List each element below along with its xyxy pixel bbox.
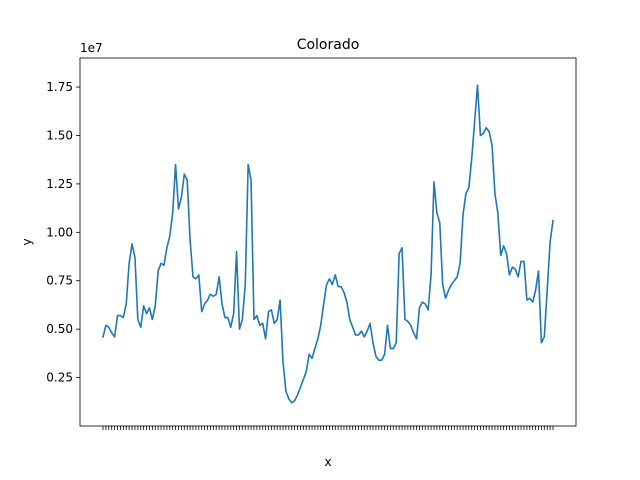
y-axis-ticks: 0.25 0.50 0.75 1.00 1.25 1.50 1.75: [46, 80, 80, 385]
y-tick-label: 0.50: [46, 322, 73, 336]
x-axis-label: x: [324, 455, 331, 469]
y-tick-label: 1.00: [46, 225, 73, 239]
chart-title: Colorado: [297, 37, 360, 53]
y-tick-label: 1.75: [46, 80, 73, 94]
plot-frame: [79, 57, 577, 427]
y-tick-label: 0.75: [46, 274, 73, 288]
y-tick-label: 1.25: [46, 177, 73, 191]
y-tick-label: 0.25: [46, 371, 73, 385]
y-axis-label: y: [20, 238, 34, 245]
x-axis-ticks: [102, 426, 554, 430]
series-line: [102, 84, 554, 404]
y-multiplier-label: 1e7: [80, 41, 103, 55]
y-tick-label: 1.50: [46, 128, 73, 142]
